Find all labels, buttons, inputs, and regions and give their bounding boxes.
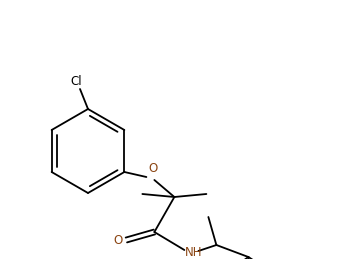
Text: O: O xyxy=(148,162,158,175)
Text: O: O xyxy=(113,234,122,248)
Text: Cl: Cl xyxy=(70,75,82,88)
Text: NH: NH xyxy=(185,246,203,258)
